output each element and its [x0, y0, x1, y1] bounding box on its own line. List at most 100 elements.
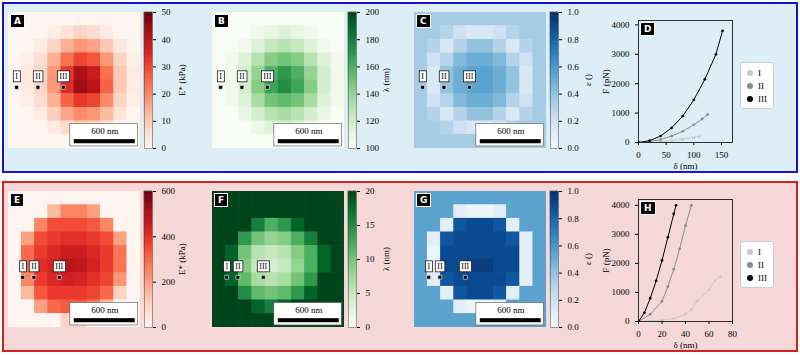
html-text:II: II: [758, 80, 764, 91]
svg-text:3000: 3000: [612, 49, 631, 59]
svg-text:80: 80: [728, 329, 738, 339]
html-text:E* (kPa): E* (kPa): [177, 243, 187, 275]
svg-text:II: II: [239, 72, 245, 81]
svg-text:20: 20: [162, 89, 172, 99]
svg-text:1.0: 1.0: [568, 186, 580, 196]
svg-text:III: III: [465, 72, 473, 81]
svg-text:160: 160: [366, 62, 380, 72]
svg-text:I: I: [225, 262, 228, 271]
svg-text:0.4: 0.4: [568, 89, 580, 99]
svg-text:60: 60: [705, 329, 715, 339]
svg-text:0.8: 0.8: [568, 35, 580, 45]
html-text:C: C: [420, 16, 427, 26]
html-text:λ (nm): λ (nm): [381, 247, 391, 272]
svg-text:0.2: 0.2: [568, 116, 579, 126]
svg-text:II: II: [437, 262, 443, 271]
svg-text:100: 100: [687, 150, 701, 160]
svg-text:0.6: 0.6: [568, 62, 580, 72]
svg-text:0.6: 0.6: [568, 241, 580, 251]
svg-text:0.8: 0.8: [568, 214, 580, 224]
svg-text:3000: 3000: [612, 229, 631, 239]
svg-text:50: 50: [162, 7, 172, 17]
svg-text:δ (nm): δ (nm): [674, 340, 698, 350]
svg-text:II: II: [35, 72, 41, 81]
svg-text:5: 5: [366, 288, 371, 298]
html-text:H: H: [644, 203, 652, 213]
svg-text:I: I: [21, 262, 24, 271]
svg-text:1000: 1000: [612, 108, 631, 118]
svg-text:II: II: [235, 262, 241, 271]
html-text:E: E: [14, 195, 21, 205]
html-text:ε (): ε (): [583, 74, 593, 86]
svg-text:I: I: [421, 72, 424, 81]
svg-text:F (pN): F (pN): [601, 69, 611, 93]
svg-text:0.0: 0.0: [568, 322, 580, 332]
html-text:A: A: [14, 16, 21, 26]
svg-text:III: III: [59, 72, 67, 81]
svg-text:180: 180: [366, 35, 380, 45]
svg-text:0.4: 0.4: [568, 268, 580, 278]
svg-text:40: 40: [162, 35, 172, 45]
svg-text:0: 0: [625, 316, 630, 326]
svg-text:600 nm: 600 nm: [497, 126, 524, 136]
svg-text:2000: 2000: [612, 79, 631, 89]
svg-text:0: 0: [636, 329, 641, 339]
svg-text:0: 0: [162, 143, 167, 153]
svg-text:F (pN): F (pN): [601, 248, 611, 272]
svg-text:III: III: [263, 72, 271, 81]
svg-text:0: 0: [162, 322, 167, 332]
svg-text:100: 100: [366, 143, 380, 153]
svg-text:δ (nm): δ (nm): [674, 161, 698, 171]
svg-text:140: 140: [366, 89, 380, 99]
svg-text:4000: 4000: [612, 20, 631, 30]
svg-text:0: 0: [636, 150, 641, 160]
svg-text:III: III: [259, 262, 267, 271]
svg-text:30: 30: [162, 62, 172, 72]
svg-text:400: 400: [162, 232, 176, 242]
html-text:E* (kPa): E* (kPa): [177, 64, 187, 96]
svg-text:600 nm: 600 nm: [91, 305, 118, 315]
svg-text:20: 20: [658, 329, 668, 339]
svg-text:0: 0: [366, 322, 371, 332]
svg-text:I: I: [15, 72, 18, 81]
svg-text:40: 40: [681, 329, 691, 339]
svg-text:600 nm: 600 nm: [497, 305, 524, 315]
svg-text:150: 150: [715, 150, 729, 160]
svg-text:1.0: 1.0: [568, 7, 580, 17]
svg-text:II: II: [31, 262, 37, 271]
svg-text:4000: 4000: [612, 200, 631, 210]
html-text:II: II: [758, 259, 764, 270]
svg-text:0.2: 0.2: [568, 295, 579, 305]
html-text:III: III: [758, 93, 767, 104]
svg-text:600: 600: [162, 186, 176, 196]
html-text:III: III: [758, 272, 767, 283]
svg-text:0.0: 0.0: [568, 143, 580, 153]
svg-text:600 nm: 600 nm: [91, 126, 118, 136]
svg-text:0: 0: [625, 137, 630, 147]
svg-text:II: II: [441, 72, 447, 81]
html-text:I: I: [758, 246, 761, 257]
svg-text:I: I: [427, 262, 430, 271]
svg-text:III: III: [55, 262, 63, 271]
svg-text:10: 10: [162, 116, 172, 126]
html-text:B: B: [218, 16, 225, 26]
svg-text:600 nm: 600 nm: [295, 305, 322, 315]
html-text:ε (): ε (): [583, 253, 593, 265]
html-text:I: I: [758, 67, 761, 78]
svg-text:2000: 2000: [612, 258, 631, 268]
svg-text:1000: 1000: [612, 287, 631, 297]
svg-text:120: 120: [366, 116, 380, 126]
html-text:D: D: [644, 24, 652, 34]
svg-text:50: 50: [662, 150, 672, 160]
svg-text:I: I: [219, 72, 222, 81]
svg-text:200: 200: [366, 7, 380, 17]
svg-text:200: 200: [162, 277, 176, 287]
svg-text:III: III: [461, 262, 469, 271]
svg-text:15: 15: [366, 220, 376, 230]
svg-text:10: 10: [366, 254, 376, 264]
html-text:G: G: [420, 195, 428, 205]
html-text:λ (nm): λ (nm): [381, 68, 391, 93]
svg-text:600 nm: 600 nm: [295, 126, 322, 136]
svg-text:20: 20: [366, 186, 376, 196]
html-text:F: F: [218, 195, 225, 205]
